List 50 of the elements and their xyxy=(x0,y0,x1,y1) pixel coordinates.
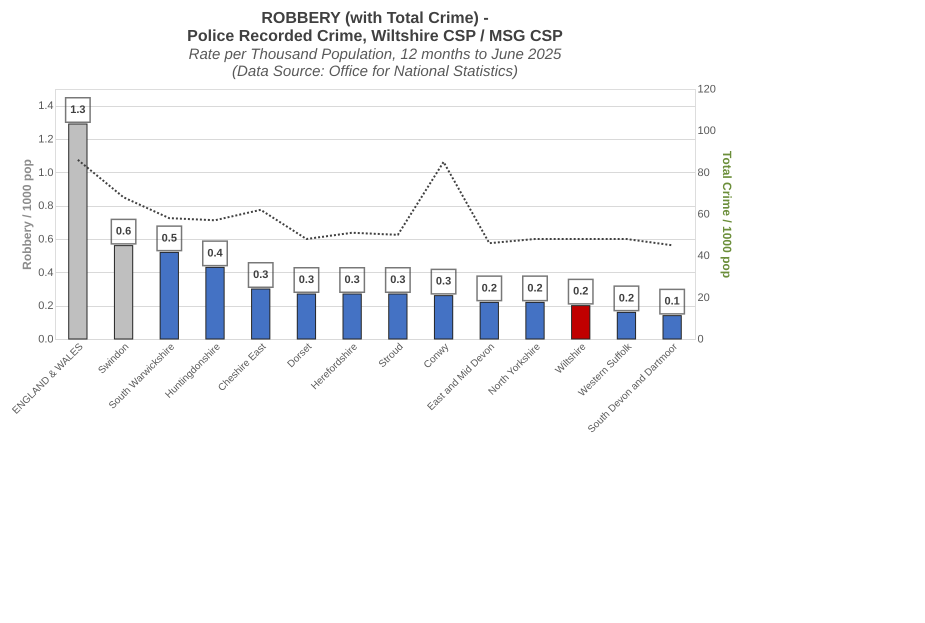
y-tick-label: 1.0 xyxy=(38,166,54,179)
data-label: 0.1 xyxy=(664,296,680,308)
bar xyxy=(251,288,270,340)
bar xyxy=(662,315,682,340)
bar xyxy=(68,124,88,340)
y2-tick-label: 20 xyxy=(698,292,710,304)
data-label: 0.3 xyxy=(390,274,406,286)
bar xyxy=(296,294,316,340)
y2-axis-title: Total Crime / 1000 pop xyxy=(720,150,734,278)
y-tick-label: 0.8 xyxy=(38,200,54,212)
line-series xyxy=(76,158,674,246)
text: (Data Source: Office for National Statistics) xyxy=(232,63,518,80)
y2-tick-label: 0 xyxy=(698,334,704,346)
y-tick-label: 1.2 xyxy=(38,134,54,146)
text: ROBBERY (with Total Crime) - xyxy=(261,10,489,27)
data-label: 0.3 xyxy=(344,274,360,286)
data-label: 0.4 xyxy=(207,247,224,260)
text: Police Recorded Crime, Wiltshire CSP / MSG CSP xyxy=(187,28,563,45)
bar xyxy=(616,312,636,340)
bar xyxy=(342,294,362,340)
data-label: 0.5 xyxy=(162,232,177,244)
bar xyxy=(434,295,454,340)
data-label: 0.3 xyxy=(436,276,452,288)
bar xyxy=(160,252,179,340)
y-tick-label: 1.4 xyxy=(38,100,54,112)
chart-subtitle: Rate per Thousand Population, 12 months to June 2025 xyxy=(188,46,562,63)
data-label: 0.3 xyxy=(253,269,268,281)
data-label: 1.3 xyxy=(70,104,86,116)
y2-tick-label: 40 xyxy=(698,250,710,262)
y-axis-title: Robbery / 1000 pop xyxy=(20,159,34,270)
y-tick-label: 0.4 xyxy=(38,266,54,279)
y2-tick-label: 60 xyxy=(698,208,710,220)
bar xyxy=(525,302,545,340)
bar xyxy=(480,302,499,340)
y2-tick-label: 100 xyxy=(698,125,716,138)
y2-tick-label: 120 xyxy=(698,84,716,96)
bar xyxy=(571,305,590,340)
data-label: 0.2 xyxy=(618,292,634,304)
y-tick-label: 0.2 xyxy=(38,300,54,312)
bar xyxy=(388,294,408,340)
data-label: 0.3 xyxy=(298,274,314,286)
data-label: 0.2 xyxy=(527,282,543,294)
y2-tick-label: 80 xyxy=(698,166,710,179)
bar xyxy=(205,266,225,340)
data-label: 0.2 xyxy=(482,282,497,294)
bar xyxy=(114,245,134,340)
y-tick-label: 0.6 xyxy=(38,234,54,246)
data-label: 0.2 xyxy=(573,286,588,298)
y-tick-label: 0.0 xyxy=(38,334,54,346)
data-label: 0.6 xyxy=(116,226,132,238)
